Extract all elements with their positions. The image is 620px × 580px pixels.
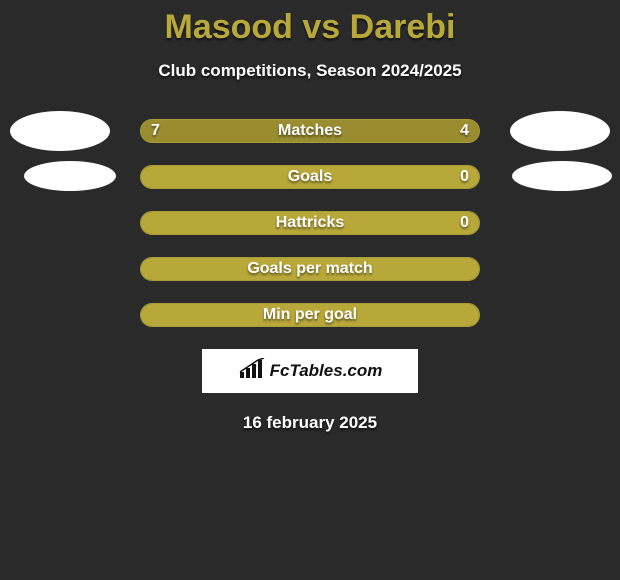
- stat-bar: Hattricks 0: [140, 211, 480, 235]
- stat-bar: Goals per match: [140, 257, 480, 281]
- stat-row: Goals per match: [0, 257, 620, 281]
- stat-row: Hattricks 0: [0, 211, 620, 235]
- comparison-card: Masood vs Darebi Club competitions, Seas…: [0, 0, 620, 433]
- date-label: 16 february 2025: [0, 413, 620, 433]
- stat-row: Min per goal: [0, 303, 620, 327]
- stat-label: Min per goal: [141, 306, 479, 324]
- stat-right-value: 0: [460, 168, 469, 186]
- stat-label: Matches: [141, 122, 479, 140]
- logo-text: FcTables.com: [270, 361, 383, 381]
- stat-label: Hattricks: [141, 214, 479, 232]
- logo-box[interactable]: FcTables.com: [202, 349, 418, 393]
- stat-bar: Goals 0: [140, 165, 480, 189]
- stat-right-value: 4: [460, 122, 469, 140]
- subtitle: Club competitions, Season 2024/2025: [0, 61, 620, 81]
- player-right-avatar: [510, 111, 610, 151]
- stat-label: Goals per match: [141, 260, 479, 278]
- stat-bar: 7 Matches 4: [140, 119, 480, 143]
- team-right-avatar: [512, 161, 612, 191]
- stat-bar: Min per goal: [140, 303, 480, 327]
- page-title: Masood vs Darebi: [0, 8, 620, 47]
- chart-icon: [238, 358, 266, 385]
- stat-right-value: 0: [460, 214, 469, 232]
- team-left-avatar: [24, 161, 116, 191]
- player-left-avatar: [10, 111, 110, 151]
- stat-label: Goals: [141, 168, 479, 186]
- stats-panel: 7 Matches 4 Goals 0 Hattricks: [0, 119, 620, 327]
